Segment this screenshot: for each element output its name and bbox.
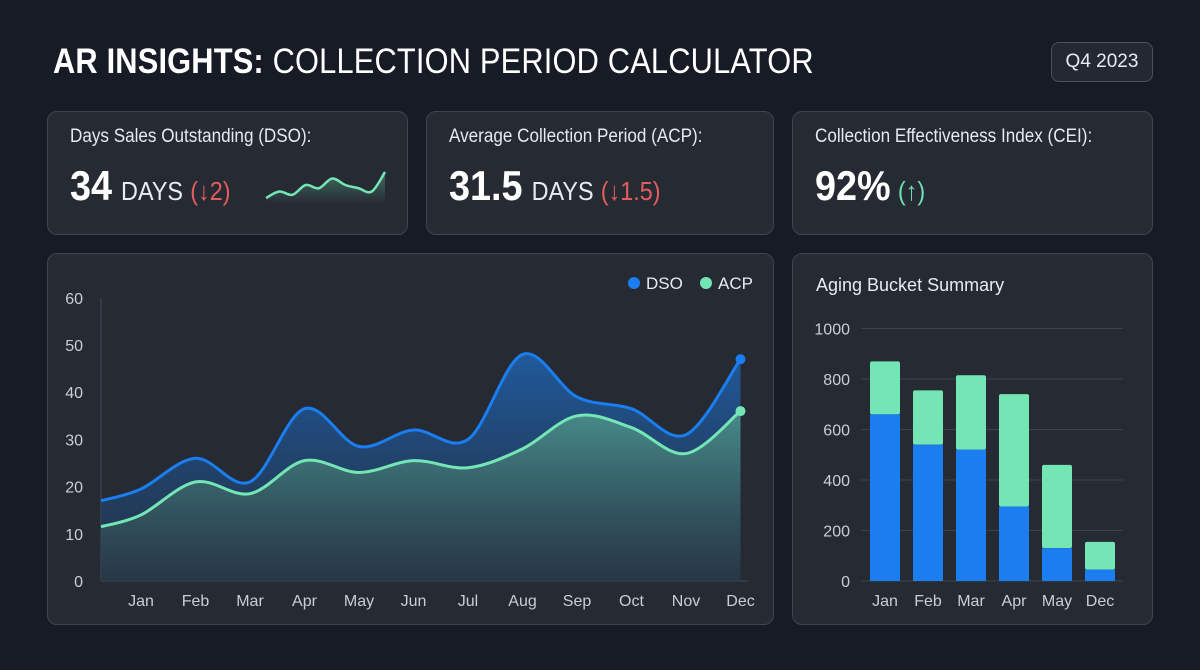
- x-tick-label: Feb: [914, 593, 942, 610]
- series-area-acp: [101, 411, 741, 581]
- page-title: AR INSIGHTS: COLLECTION PERIOD CALCULATO…: [53, 42, 814, 81]
- bar-segment-lower: [956, 449, 986, 581]
- y-tick-label: 40: [65, 385, 83, 402]
- x-tick-label: Jan: [128, 593, 154, 610]
- bar-segment-upper: [1042, 464, 1072, 549]
- y-tick-label: 800: [823, 372, 850, 389]
- bar-segment-lower: [913, 444, 943, 581]
- bar-segment-upper: [913, 390, 943, 445]
- x-tick-label: Oct: [619, 593, 644, 610]
- kpi-card-acp: Average Collection Period (ACP): 31.5 DAY…: [426, 111, 774, 235]
- sparkline-line: [265, 171, 387, 200]
- kpi-card-cei: Collection Effectiveness Index (CEI): 92…: [792, 111, 1153, 235]
- x-tick-label: Mar: [957, 593, 985, 610]
- y-tick-label: 50: [65, 338, 83, 355]
- x-tick-label: Jul: [458, 593, 478, 610]
- series-line-acp: [100, 409, 742, 529]
- x-tick-label: Jun: [401, 593, 427, 610]
- x-tick-label: May: [1042, 593, 1072, 610]
- kpi-delta: (↓2): [190, 176, 231, 206]
- kpi-unit: DAYS: [531, 176, 594, 206]
- x-tick-label: Mar: [236, 593, 264, 610]
- x-tick-label: Dec: [1086, 593, 1114, 610]
- y-tick-label: 60: [65, 291, 83, 308]
- kpi-value: 31.5: [449, 162, 523, 209]
- kpi-label: Average Collection Period (ACP):: [449, 126, 703, 147]
- legend-dso-label: DSO: [646, 274, 683, 293]
- dso-sparkline: [265, 171, 387, 204]
- y-tick-label: 1000: [814, 322, 850, 339]
- x-tick-label: Apr: [1002, 593, 1028, 610]
- x-tick-label: Apr: [292, 593, 318, 610]
- dso-acp-area-chart: 0 10 20 30 40 50 60 Jan Feb Mar Apr May Jun Jul Aug Sep…: [65, 274, 755, 610]
- kpi-card-dso: Days Sales Outstanding (DSO): 34 DAYS (↓2): [47, 111, 408, 235]
- kpi-value: 34: [70, 162, 113, 209]
- y-tick-label: 10: [65, 527, 83, 544]
- kpi-delta: (↓1.5): [600, 176, 661, 206]
- bar-segment-lower: [999, 506, 1029, 581]
- legend-dso-icon: [628, 277, 640, 289]
- bar-segment-lower: [1042, 548, 1072, 581]
- x-tick-label: Jan: [872, 593, 898, 610]
- chart-title: Aging Bucket Summary: [816, 275, 1004, 295]
- bar-segment-lower: [1085, 569, 1115, 581]
- period-badge[interactable]: Q4 2023: [1051, 42, 1153, 82]
- legend-acp-icon: [700, 277, 712, 289]
- trend-chart-card: 0 10 20 30 40 50 60 Jan Feb Mar Apr May Jun Jul Aug Sep…: [47, 253, 774, 625]
- aging-chart-card: Aging Bucket Summary 0 200 400 600 800 1000 Jan…: [792, 253, 1153, 625]
- bar-segment-upper: [1085, 541, 1115, 570]
- bar-segment-upper: [956, 375, 986, 450]
- bar-segment-lower: [870, 414, 900, 581]
- kpi-delta: (↑): [897, 176, 926, 206]
- sparkline-area: [266, 172, 385, 204]
- aging-bucket-bar-chart: Aging Bucket Summary 0 200 400 600 800 1000 Jan…: [814, 275, 1123, 610]
- y-tick-label: 200: [823, 524, 850, 541]
- y-tick-label: 20: [65, 480, 83, 497]
- bar-segment-upper: [999, 394, 1029, 507]
- y-tick-label: 0: [74, 574, 83, 591]
- y-tick-label: 600: [823, 423, 850, 440]
- x-tick-label: Sep: [563, 593, 592, 610]
- data-point-acp: [735, 406, 746, 417]
- bar-segment-upper: [870, 361, 900, 415]
- x-tick-label: Aug: [508, 593, 536, 610]
- kpi-label: Collection Effectiveness Index (CEI):: [815, 126, 1093, 147]
- data-point-dso: [735, 354, 746, 365]
- y-tick-label: 30: [65, 432, 83, 449]
- series-line-dso: [100, 352, 742, 503]
- y-tick-label: 0: [841, 574, 850, 591]
- kpi-label: Days Sales Outstanding (DSO):: [70, 126, 312, 147]
- kpi-unit: DAYS: [121, 176, 184, 206]
- legend-acp-label: ACP: [718, 274, 753, 293]
- kpi-value: 92%: [815, 162, 891, 209]
- x-tick-label: Feb: [182, 593, 210, 610]
- x-tick-label: Dec: [726, 593, 754, 610]
- x-tick-label: May: [344, 593, 374, 610]
- y-tick-label: 400: [823, 473, 850, 490]
- x-tick-label: Nov: [672, 593, 700, 610]
